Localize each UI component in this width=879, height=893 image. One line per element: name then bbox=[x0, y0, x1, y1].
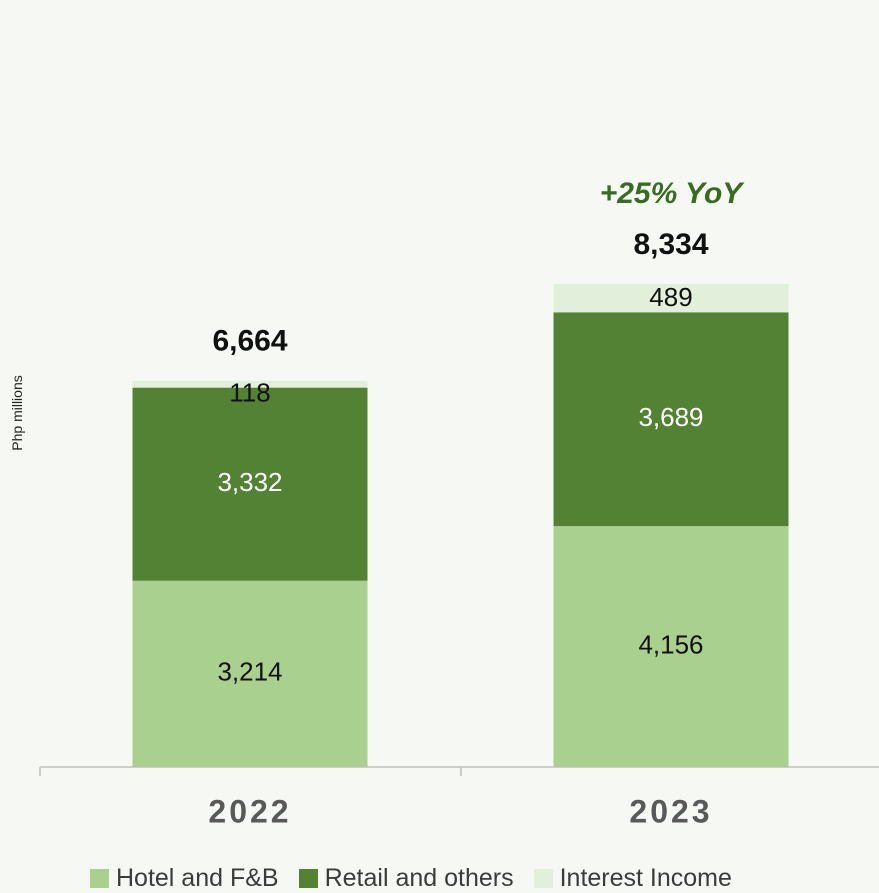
data-label-hotel-2022: 3,214 bbox=[217, 657, 282, 687]
legend: Hotel and F&B Retail and others Interest… bbox=[90, 864, 732, 893]
legend-label-hotel: Hotel and F&B bbox=[116, 864, 279, 892]
legend-label-interest: Interest Income bbox=[559, 864, 732, 892]
legend-item-retail: Retail and others bbox=[298, 864, 514, 893]
total-label-2023: 8,334 bbox=[633, 228, 708, 261]
bar-segment-hotel-2022 bbox=[132, 580, 368, 767]
bar-segment-retail-2022 bbox=[132, 387, 368, 581]
bar-segment-hotel-2023 bbox=[553, 526, 789, 767]
data-label-retail-2023: 3,689 bbox=[638, 402, 703, 432]
legend-label-retail: Retail and others bbox=[324, 864, 514, 892]
legend-item-hotel: Hotel and F&B bbox=[90, 864, 279, 893]
data-label-interest-2022: 118 bbox=[229, 378, 270, 408]
legend-swatch-interest bbox=[533, 869, 553, 888]
data-label-retail-2022: 3,332 bbox=[217, 467, 282, 497]
yoy-annotation: +25% YoY bbox=[600, 177, 746, 210]
legend-item-interest: Interest Income bbox=[533, 864, 732, 893]
bar-segment-interest-2022 bbox=[132, 380, 368, 388]
total-label-2022: 6,664 bbox=[212, 325, 287, 358]
bar-segment-retail-2023 bbox=[553, 312, 789, 527]
legend-swatch-hotel bbox=[90, 869, 109, 888]
data-label-interest-2023: 489 bbox=[649, 282, 692, 312]
y-axis-label: Php millions bbox=[9, 375, 25, 450]
data-label-hotel-2023: 4,156 bbox=[638, 629, 703, 659]
legend-swatch-retail bbox=[298, 869, 318, 888]
x-tick-label-2022: 2022 bbox=[208, 793, 291, 829]
x-tick-label-2023: 2023 bbox=[629, 793, 712, 829]
bar-segment-interest-2023 bbox=[553, 284, 789, 313]
